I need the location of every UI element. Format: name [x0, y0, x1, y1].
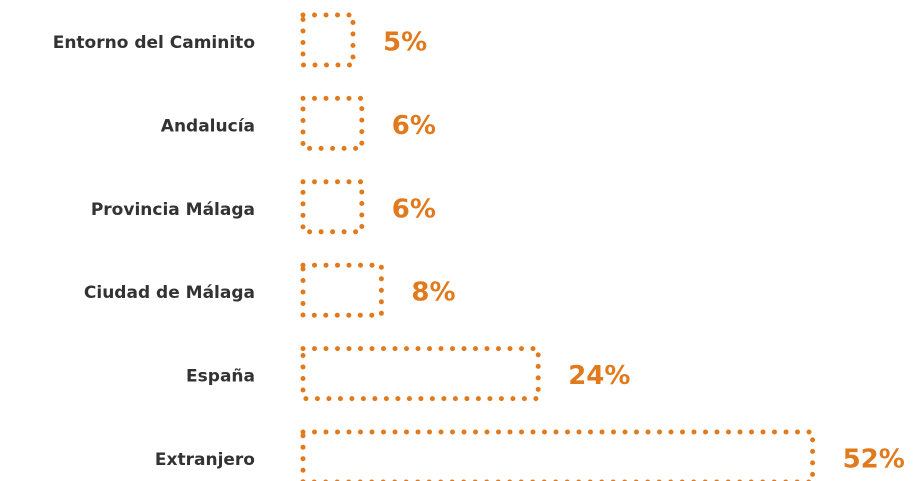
- value-label: 24%: [568, 361, 630, 391]
- category-label: Andalucía: [161, 116, 255, 136]
- bar: [300, 12, 356, 68]
- category-label: Entorno del Caminito: [53, 33, 255, 53]
- value-label: 6%: [392, 111, 436, 141]
- category-label: Provincia Málaga: [91, 200, 255, 220]
- value-label: 5%: [383, 28, 427, 58]
- category-label: Extranjero: [155, 450, 255, 470]
- bar: [300, 346, 541, 402]
- value-label: 6%: [392, 194, 436, 224]
- value-label: 52%: [843, 445, 905, 475]
- bar: [300, 262, 384, 318]
- bar: [300, 429, 816, 481]
- category-label: España: [186, 367, 255, 387]
- value-label: 8%: [411, 278, 455, 308]
- category-label: Ciudad de Málaga: [84, 283, 255, 303]
- bar: [300, 179, 365, 235]
- bar: [300, 95, 365, 151]
